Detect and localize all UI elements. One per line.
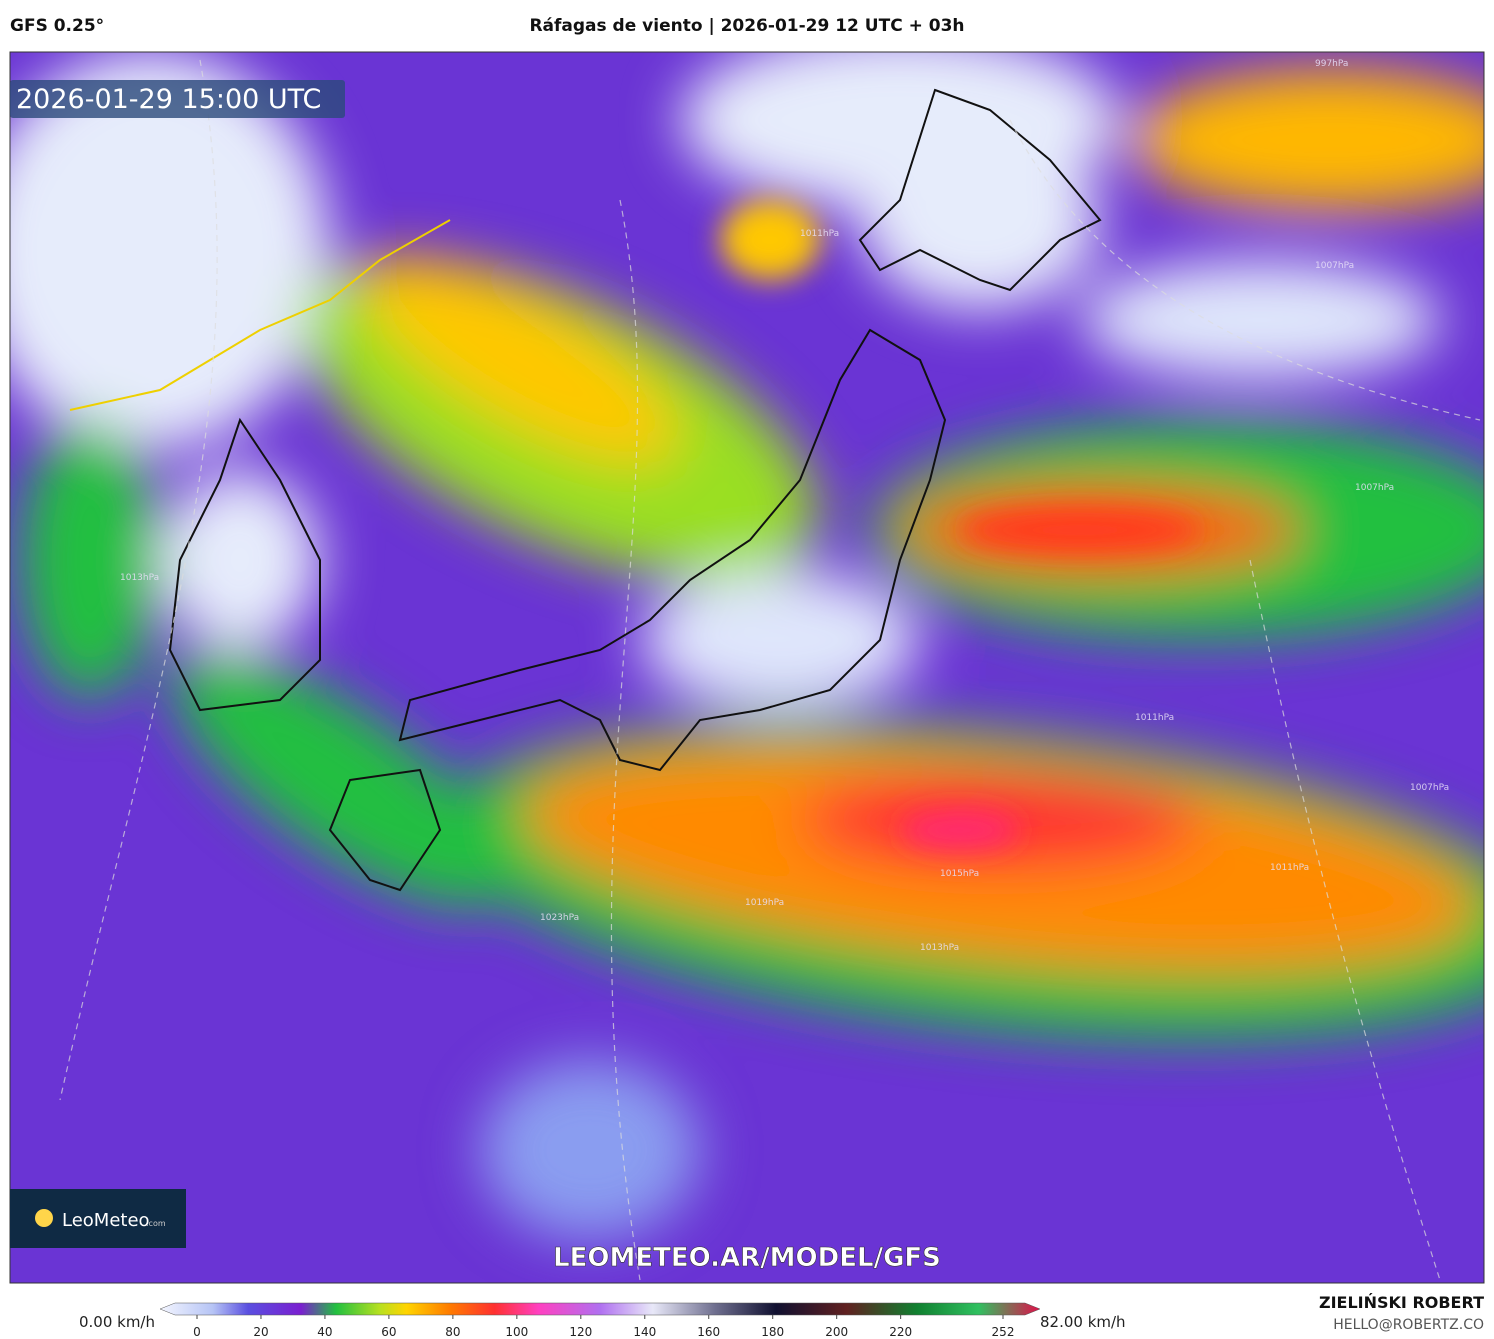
contact: HELLO@ROBERTZ.CO (1333, 1317, 1484, 1333)
isobar-label: 1011hPa (800, 229, 839, 239)
isobar-label: 1019hPa (745, 898, 784, 908)
map-title: Ráfagas de viento | 2026-01-29 12 UTC + … (529, 16, 964, 36)
colorbar-tick-label: 140 (633, 1325, 656, 1339)
colorbar-tick-label: 200 (825, 1325, 848, 1339)
valid-time: 2026-01-29 15:00 UTC (16, 84, 321, 115)
isobar-label: 1007hPa (1410, 783, 1449, 793)
wind-field (10, 52, 1484, 1283)
map-frame (9, 51, 1485, 1284)
colorbar-tick-label: 220 (889, 1325, 912, 1339)
colorbar-tick-label: 60 (381, 1325, 396, 1339)
legend-min: 0.00 km/h (79, 1313, 155, 1331)
isobar-label: 997hPa (1315, 59, 1348, 69)
colorbar-tick-label: 252 (992, 1325, 1015, 1339)
legend-max: 82.00 km/h (1040, 1313, 1126, 1331)
isobar-label: 1013hPa (120, 573, 159, 583)
isobar-label: 1007hPa (1315, 261, 1354, 271)
colorbar-tick-label: 160 (697, 1325, 720, 1339)
isobar-label: 1015hPa (940, 869, 979, 879)
colorbar-tick-label: 120 (569, 1325, 592, 1339)
colorbar-tick-label: 0 (193, 1325, 201, 1339)
time-box (10, 80, 345, 118)
model-label: GFS 0.25° (10, 16, 104, 36)
isobar-label: 1007hPa (1355, 483, 1394, 493)
isobar-label: 1011hPa (1270, 863, 1309, 873)
colorbar-tick-label: 80 (445, 1325, 460, 1339)
logo-suffix: .com (146, 1219, 166, 1228)
logo-name: LeoMeteo (62, 1210, 150, 1231)
logo-sun (35, 1209, 53, 1227)
colorbar-tick-label: 20 (253, 1325, 268, 1339)
colorbar-tick-label: 180 (761, 1325, 784, 1339)
author: ZIELIŃSKI ROBERT (1319, 1293, 1484, 1312)
isobar-label: 1011hPa (1135, 713, 1174, 723)
watermark: LEOMETEO.AR/MODEL/GFS (553, 1243, 941, 1273)
colorbar (159, 1302, 1041, 1316)
coastline (69, 88, 1102, 892)
isobar-label: 1013hPa (920, 943, 959, 953)
isobar-label: 1023hPa (540, 913, 579, 923)
colorbar-tick-label: 40 (317, 1325, 332, 1339)
colorbar-tick-label: 100 (505, 1325, 528, 1339)
